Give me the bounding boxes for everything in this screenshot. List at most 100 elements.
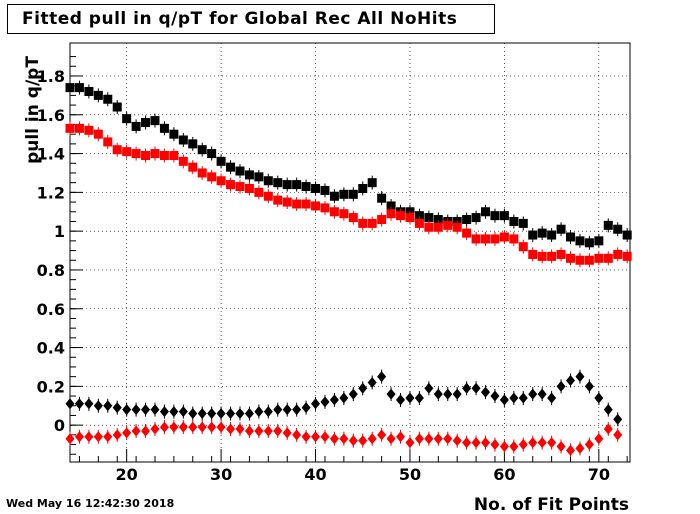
- data-point: [122, 147, 132, 157]
- data-point: [386, 388, 396, 400]
- data-point: [112, 402, 122, 414]
- data-point: [537, 251, 547, 261]
- data-point: [169, 129, 179, 139]
- data-point: [603, 220, 613, 230]
- data-point: [556, 380, 566, 392]
- data-point: [263, 176, 273, 186]
- data-point: [528, 388, 538, 400]
- data-point: [367, 433, 377, 445]
- data-point: [311, 431, 321, 443]
- data-point: [320, 203, 330, 213]
- data-point: [462, 215, 472, 225]
- data-point: [320, 396, 330, 408]
- data-point: [84, 125, 94, 135]
- data-point: [112, 429, 122, 441]
- data-point: [358, 382, 368, 394]
- y-axis-label: pull in q/pT: [23, 56, 43, 164]
- data-point: [74, 431, 84, 443]
- data-point: [452, 222, 462, 232]
- series-3: [65, 420, 623, 458]
- data-point: [537, 437, 547, 449]
- y-tick-label: 1: [54, 222, 65, 241]
- data-point: [84, 431, 94, 443]
- data-point: [263, 425, 273, 437]
- data-point: [159, 123, 169, 133]
- data-point: [547, 392, 557, 404]
- x-axis-label: No. of Fit Points: [474, 495, 629, 514]
- data-point: [226, 423, 236, 435]
- data-point: [197, 145, 207, 155]
- data-point: [490, 211, 500, 221]
- data-point: [244, 425, 254, 437]
- y-tick-label: 0.8: [37, 261, 65, 280]
- data-point: [594, 236, 604, 246]
- data-point: [273, 425, 283, 437]
- data-point: [254, 187, 264, 197]
- data-point: [575, 236, 585, 246]
- data-point: [292, 404, 302, 416]
- data-point: [414, 211, 424, 221]
- data-point: [613, 429, 623, 441]
- data-point: [103, 137, 113, 147]
- x-tick-label: 20: [116, 465, 138, 484]
- data-point: [396, 431, 406, 443]
- y-tick-label: 1.8: [37, 67, 65, 86]
- data-point: [348, 189, 358, 199]
- data-point: [433, 215, 443, 225]
- data-point: [150, 423, 160, 435]
- y-tick-label: 1.4: [37, 145, 65, 164]
- data-point: [74, 83, 84, 93]
- data-point: [462, 437, 472, 449]
- data-point: [537, 228, 547, 238]
- data-point: [273, 195, 283, 205]
- data-point: [528, 249, 538, 259]
- data-point: [273, 178, 283, 188]
- data-point: [414, 218, 424, 228]
- series-0: [65, 80, 632, 250]
- data-point: [282, 180, 292, 190]
- x-tick-label: 60: [493, 465, 515, 484]
- data-point: [188, 408, 198, 420]
- data-point: [93, 90, 103, 100]
- data-point: [178, 135, 188, 145]
- data-point: [197, 168, 207, 178]
- data-point: [329, 433, 339, 445]
- data-point: [131, 149, 141, 159]
- data-point: [509, 440, 519, 452]
- data-point: [197, 421, 207, 433]
- series-1: [65, 121, 632, 268]
- data-point: [499, 440, 509, 452]
- data-point: [122, 404, 132, 416]
- data-point: [490, 390, 500, 402]
- data-point: [443, 388, 453, 400]
- data-point: [122, 427, 132, 439]
- data-point: [141, 425, 151, 437]
- data-point: [159, 151, 169, 161]
- data-point: [499, 232, 509, 242]
- y-tick-label: 1.6: [37, 106, 65, 125]
- data-point: [452, 435, 462, 447]
- data-point: [159, 406, 169, 418]
- data-point: [301, 431, 311, 443]
- data-point: [169, 421, 179, 433]
- data-point: [358, 435, 368, 447]
- data-point: [65, 398, 75, 410]
- data-point: [263, 191, 273, 201]
- data-point: [509, 234, 519, 244]
- data-point: [178, 421, 188, 433]
- data-point: [226, 180, 236, 190]
- data-point: [584, 380, 594, 392]
- data-point: [292, 429, 302, 441]
- data-point: [566, 253, 576, 263]
- data-point: [112, 102, 122, 112]
- data-point: [65, 83, 75, 93]
- data-point: [301, 182, 311, 192]
- data-point: [103, 431, 113, 443]
- data-point: [396, 394, 406, 406]
- data-point: [103, 94, 113, 104]
- data-point: [405, 437, 415, 449]
- data-point: [65, 123, 75, 133]
- data-point: [348, 435, 358, 447]
- data-point: [226, 162, 236, 172]
